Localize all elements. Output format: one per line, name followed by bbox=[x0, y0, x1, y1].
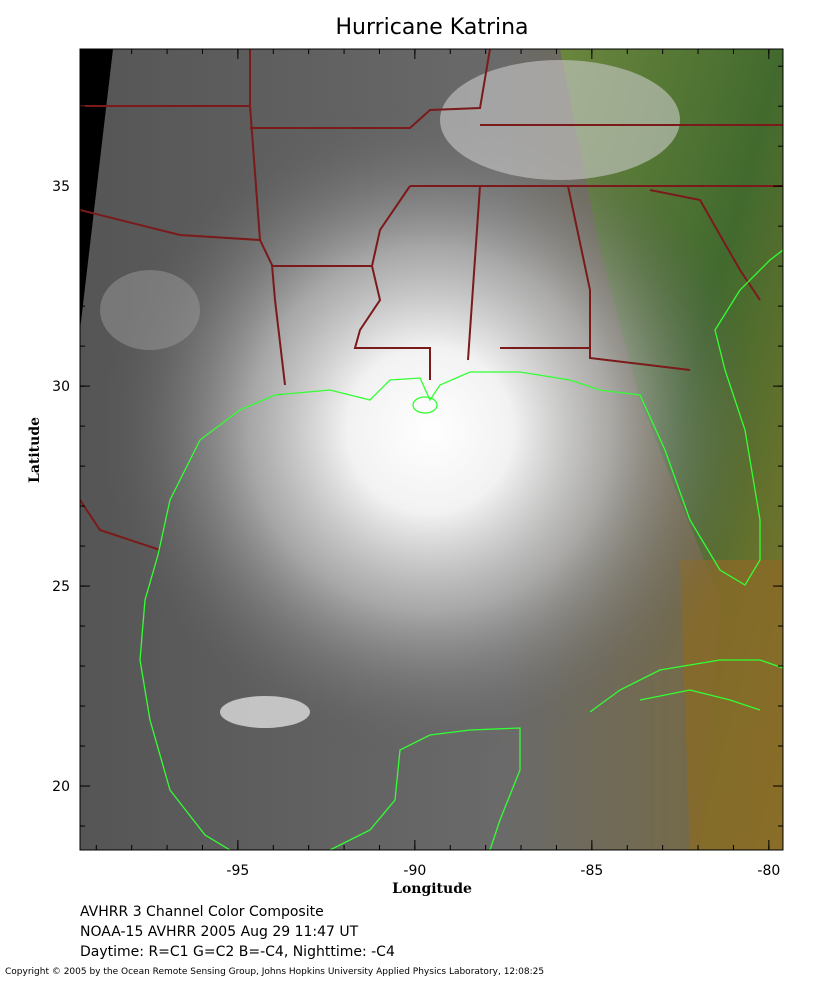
x-tick-label: -90 bbox=[403, 863, 426, 879]
caption-line: Daytime: R=C1 G=C2 B=-C4, Nighttime: -C4 bbox=[80, 944, 395, 960]
y-tick-label: 35 bbox=[52, 179, 70, 195]
x-axis-label: Longitude bbox=[392, 881, 472, 897]
coastlines bbox=[139, 249, 783, 850]
y-tick-label: 20 bbox=[52, 779, 70, 795]
x-tick-label: -95 bbox=[226, 863, 249, 879]
caption-line: NOAA-15 AVHRR 2005 Aug 29 11:47 UT bbox=[80, 924, 359, 940]
caption-line: AVHRR 3 Channel Color Composite bbox=[80, 904, 324, 920]
x-tick-label: -80 bbox=[757, 863, 780, 879]
x-tick-label: -85 bbox=[580, 863, 603, 879]
plot-frame bbox=[79, 48, 784, 851]
title: Hurricane Katrina bbox=[335, 15, 528, 40]
y-tick-label: 30 bbox=[52, 379, 70, 395]
satellite-image bbox=[80, 49, 783, 850]
y-axis-label: Latitude bbox=[27, 417, 43, 483]
y-tick-label: 25 bbox=[52, 579, 70, 595]
axes: -95 -90 -85 -80 20 25 30 35 bbox=[52, 49, 783, 879]
state-borders bbox=[80, 49, 783, 551]
copyright: Copyright © 2005 by the Ocean Remote Sen… bbox=[5, 967, 544, 977]
